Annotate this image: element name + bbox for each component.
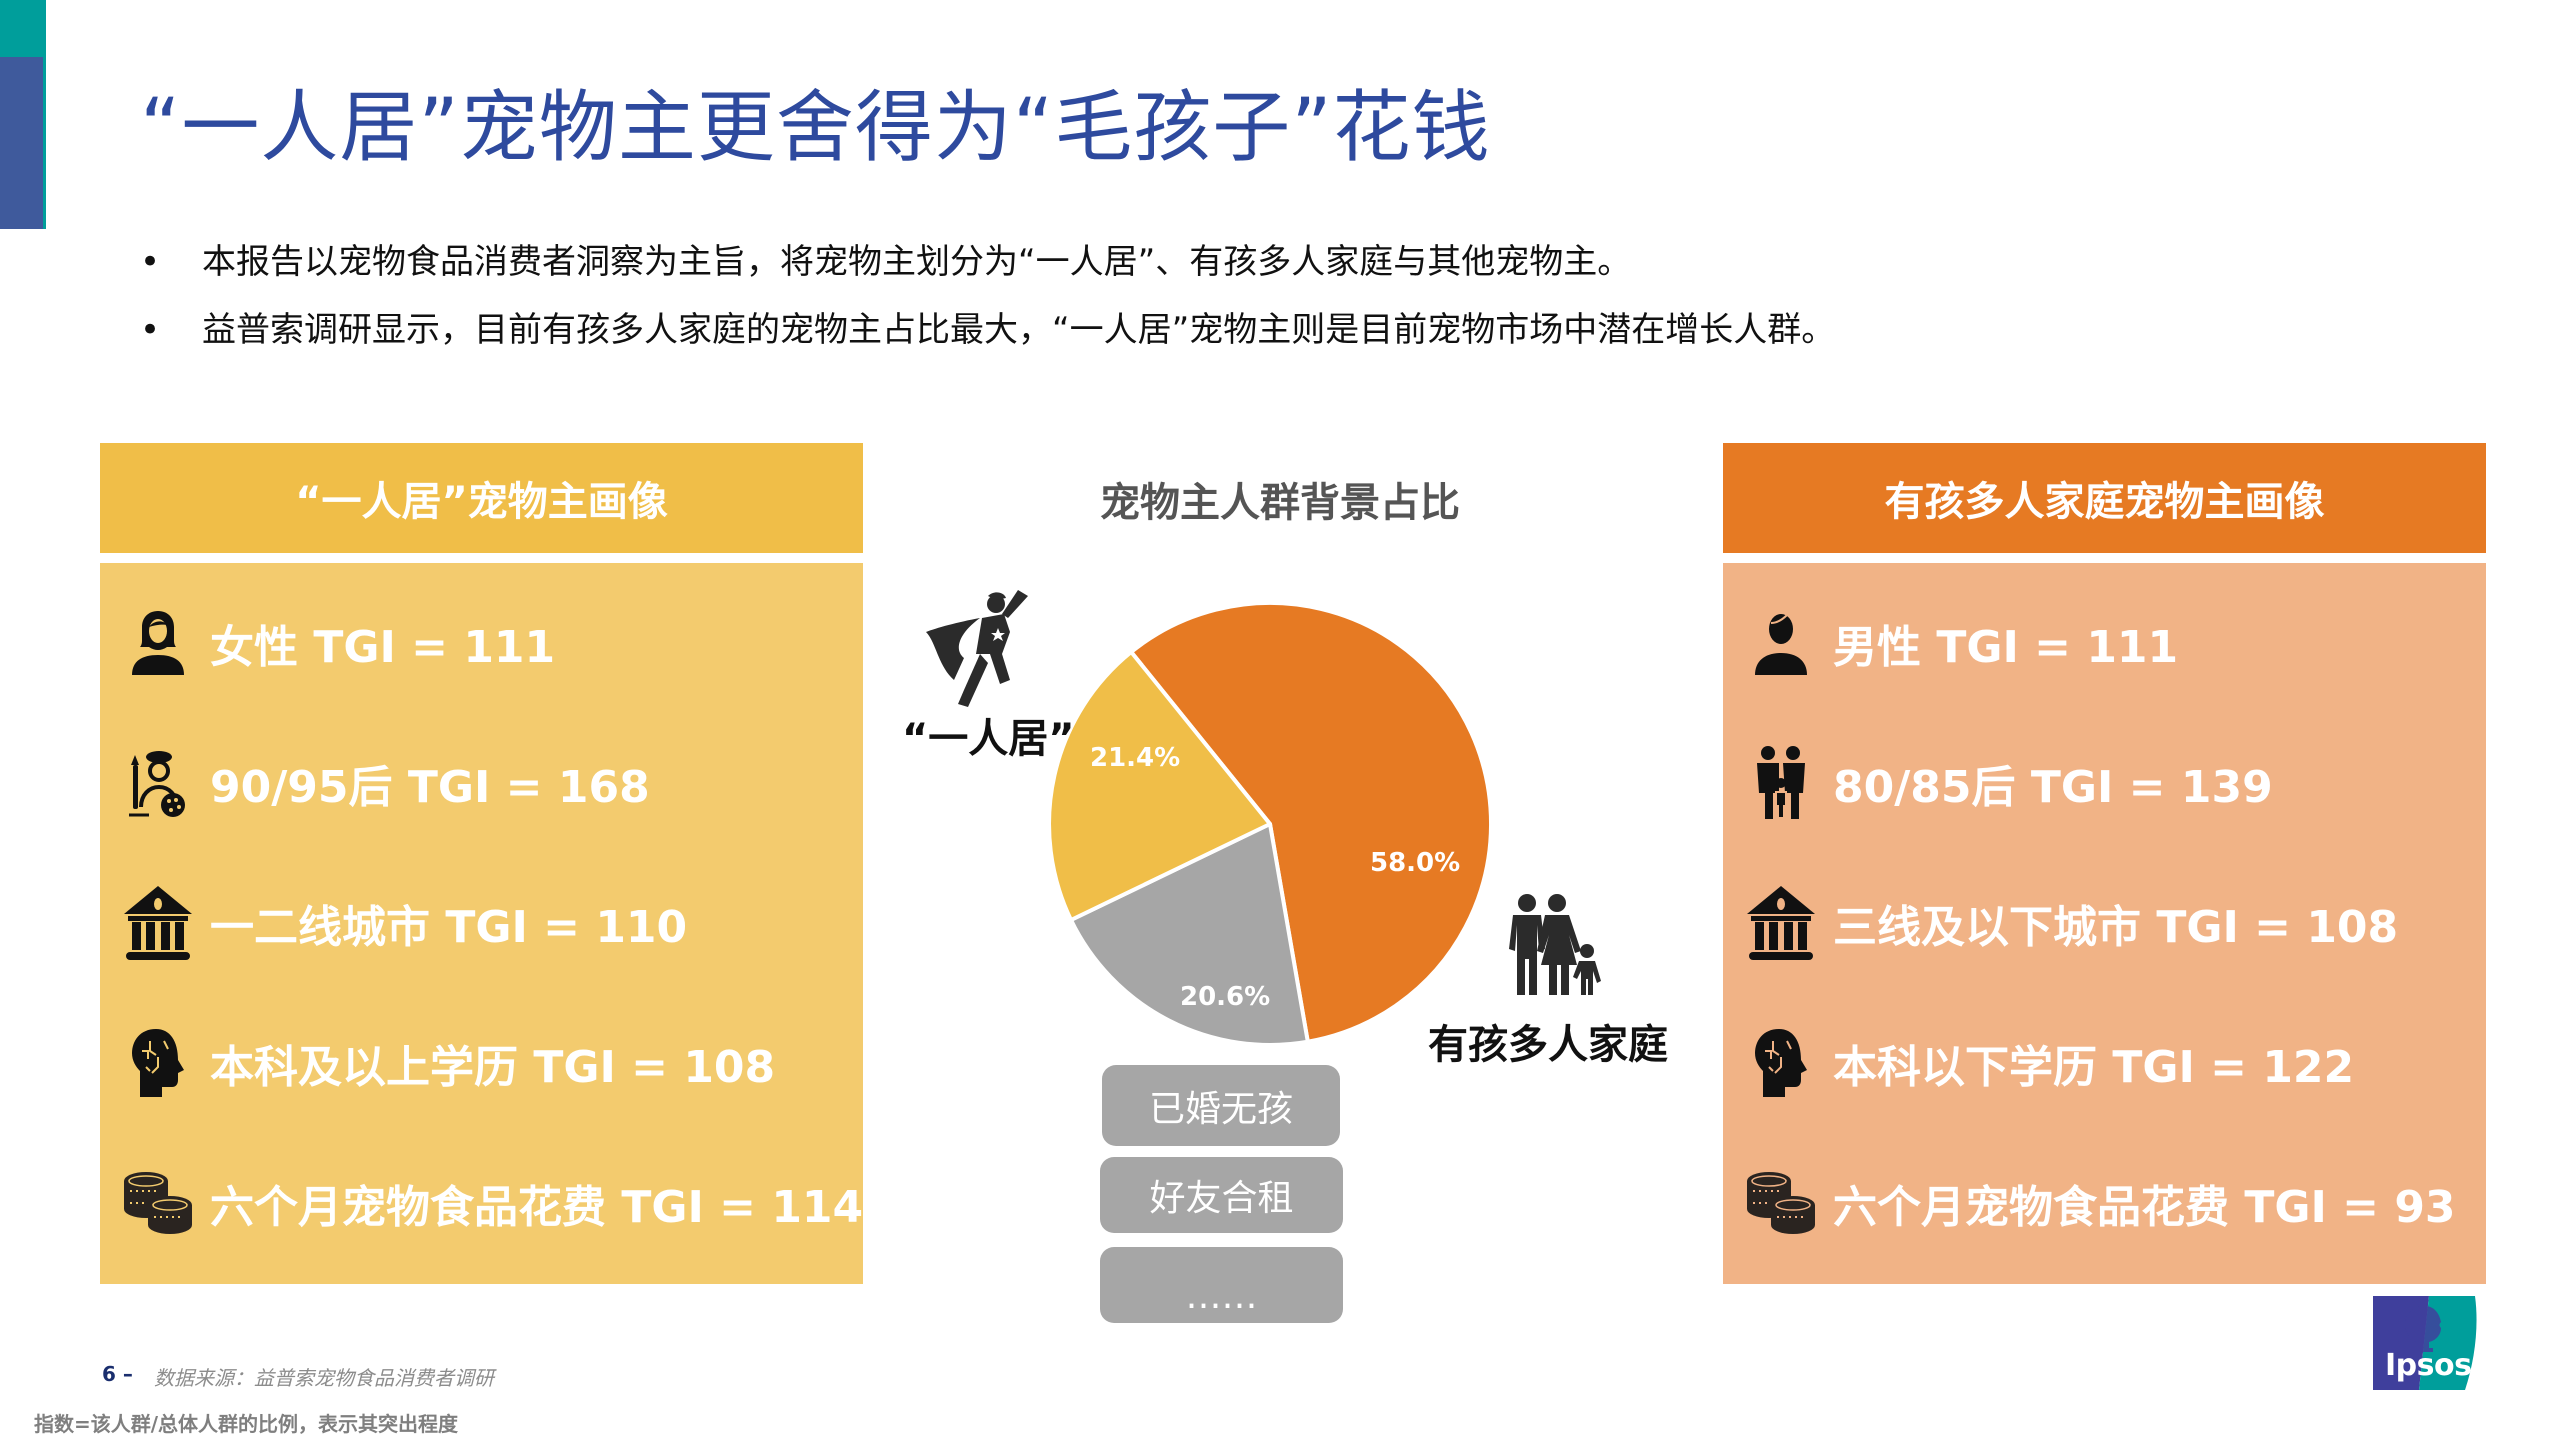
coins-icon bbox=[120, 1163, 196, 1243]
bank-building-icon bbox=[1743, 883, 1819, 963]
profile-text: 六个月宠物食品花费 TGI = 114 bbox=[210, 1182, 864, 1233]
profile-text: 本科以下学历 TGI = 122 bbox=[1833, 1042, 2355, 1093]
logo-text: Ipsos bbox=[2385, 1348, 2472, 1383]
profile-row: 六个月宠物食品花费 TGI = 93 bbox=[1743, 1158, 2456, 1248]
bullet-item: • 本报告以宠物食品消费者洞察为主旨，将宠物主划分为“一人居”、有孩多人家庭与其… bbox=[140, 240, 1835, 284]
ipsos-logo: Ipsos bbox=[2373, 1296, 2477, 1390]
artist-icon bbox=[120, 743, 196, 823]
other-category-box: 已婚无孩 bbox=[1102, 1065, 1340, 1146]
side-accent-teal bbox=[0, 0, 46, 57]
profile-row: 三线及以下城市 TGI = 108 bbox=[1743, 878, 2398, 968]
bullet-dot: • bbox=[140, 310, 161, 350]
profile-text: 90/95后 TGI = 168 bbox=[210, 762, 650, 813]
profile-row: 六个月宠物食品花费 TGI = 114 bbox=[120, 1158, 863, 1248]
bullet-list: • 本报告以宠物食品消费者洞察为主旨，将宠物主划分为“一人居”、有孩多人家庭与其… bbox=[140, 240, 1835, 376]
bullet-text: 益普索调研显示，目前有孩多人家庭的宠物主占比最大，“一人居”宠物主则是目前宠物市… bbox=[202, 310, 1836, 350]
profile-row: 男性 TGI = 111 bbox=[1743, 598, 2178, 688]
panel-title: “一人居”宠物主画像 bbox=[295, 479, 668, 525]
brain-head-icon bbox=[120, 1023, 196, 1103]
family-label: 有孩多人家庭 bbox=[1428, 1022, 1668, 1068]
family-panel-header: 有孩多人家庭宠物主画像 bbox=[1723, 443, 2486, 553]
profile-row: 本科以下学历 TGI = 122 bbox=[1743, 1018, 2354, 1108]
family-icon bbox=[1743, 743, 1819, 823]
woman-icon bbox=[120, 603, 196, 683]
brain-head-icon bbox=[1743, 1023, 1819, 1103]
page-title: “一人居”宠物主更舍得为“毛孩子”花钱 bbox=[140, 83, 1491, 173]
bullet-item: • 益普索调研显示，目前有孩多人家庭的宠物主占比最大，“一人居”宠物主则是目前宠… bbox=[140, 308, 1835, 352]
man-icon bbox=[1743, 603, 1819, 683]
panel-title: 有孩多人家庭宠物主画像 bbox=[1884, 479, 2325, 525]
footnote: 指数=该人群/总体人群的比例，表示其突出程度 bbox=[34, 1412, 459, 1436]
pie-label-family: 58.0% bbox=[1370, 848, 1461, 878]
profile-row: 80/85后 TGI = 139 bbox=[1743, 738, 2273, 828]
profile-text: 女性 TGI = 111 bbox=[210, 622, 556, 673]
other-category-label: 好友合租 bbox=[1149, 1178, 1294, 1219]
other-category-box: 好友合租 bbox=[1100, 1157, 1343, 1233]
profile-text: 一二线城市 TGI = 110 bbox=[210, 902, 688, 953]
bank-building-icon bbox=[120, 883, 196, 963]
coins-icon bbox=[1743, 1163, 1819, 1243]
page-number: 6 – bbox=[102, 1362, 133, 1386]
single-living-label: “一人居” bbox=[902, 716, 1075, 762]
side-accent-blue bbox=[0, 57, 43, 229]
pie-slice-family bbox=[1129, 600, 1493, 1044]
chart-title: 宠物主人群背景占比 bbox=[1100, 480, 1460, 526]
data-source: 数据来源：益普索宠物食品消费者调研 bbox=[154, 1366, 494, 1390]
other-category-label: 已婚无孩 bbox=[1148, 1088, 1293, 1130]
superhero-icon bbox=[918, 588, 1048, 712]
other-category-box: …… bbox=[1100, 1247, 1343, 1323]
pie-slice-single bbox=[1047, 650, 1272, 922]
profile-row: 女性 TGI = 111 bbox=[120, 598, 555, 688]
family-icon bbox=[1505, 893, 1605, 1009]
other-category-label: …… bbox=[1185, 1276, 1258, 1317]
pie-label-other: 20.6% bbox=[1180, 982, 1271, 1012]
profile-text: 三线及以下城市 TGI = 108 bbox=[1833, 902, 2399, 953]
single-living-panel-body: 女性 TGI = 111 90/95后 TGI = 168 一二线城市 TGI … bbox=[100, 563, 863, 1284]
bullet-dot: • bbox=[140, 242, 161, 282]
profile-text: 80/85后 TGI = 139 bbox=[1833, 762, 2273, 813]
profile-text: 六个月宠物食品花费 TGI = 93 bbox=[1833, 1182, 2456, 1233]
pie-label-single: 21.4% bbox=[1090, 743, 1181, 773]
family-panel-body: 男性 TGI = 111 80/85后 TGI = 139 三线及以下城市 TG… bbox=[1723, 563, 2486, 1284]
profile-row: 90/95后 TGI = 168 bbox=[120, 738, 650, 828]
profile-text: 男性 TGI = 111 bbox=[1833, 622, 2179, 673]
profile-row: 本科及以上学历 TGI = 108 bbox=[120, 1018, 775, 1108]
single-living-panel-header: “一人居”宠物主画像 bbox=[100, 443, 863, 553]
bullet-text: 本报告以宠物食品消费者洞察为主旨，将宠物主划分为“一人居”、有孩多人家庭与其他宠… bbox=[202, 242, 1632, 282]
side-accent-edge bbox=[43, 57, 46, 229]
profile-row: 一二线城市 TGI = 110 bbox=[120, 878, 687, 968]
profile-text: 本科及以上学历 TGI = 108 bbox=[210, 1042, 776, 1093]
